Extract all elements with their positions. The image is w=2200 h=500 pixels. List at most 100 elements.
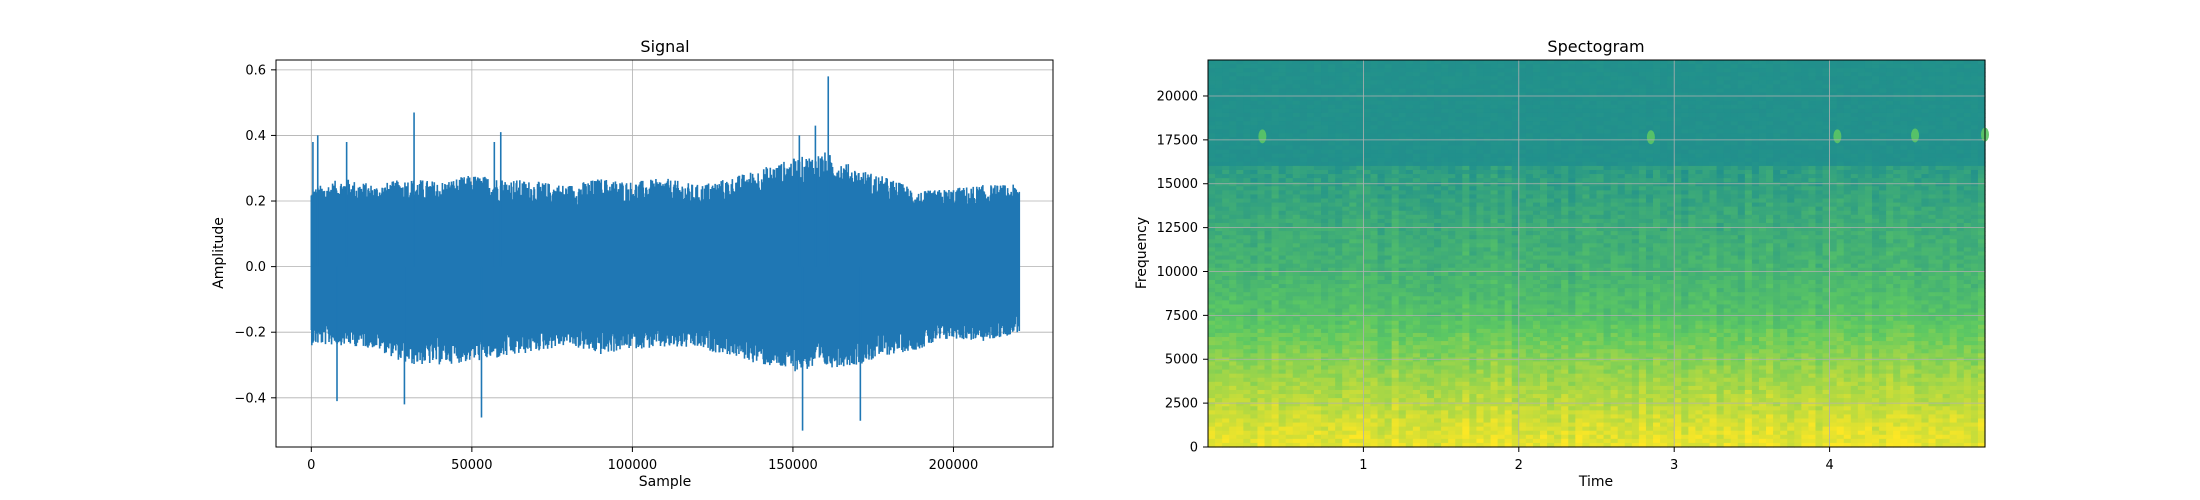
spectrogram-cell — [1624, 133, 1633, 138]
spectrogram-cell — [1434, 121, 1442, 126]
spectrogram-cell — [1850, 190, 1859, 196]
spectrogram-cell — [1215, 84, 1223, 90]
spectrogram-cell — [1539, 145, 1548, 151]
spectrogram-cell — [1970, 112, 1979, 118]
spectrogram-cell — [1928, 68, 1937, 73]
spectrogram-cell — [1822, 149, 1831, 155]
spectrogram-cell — [1476, 239, 1485, 244]
spectrogram-cell — [1751, 80, 1760, 86]
spectrogram-cell — [1208, 145, 1216, 151]
spectrogram-cell — [1970, 76, 1979, 81]
spectrogram-cell — [1744, 96, 1753, 102]
spectrogram-cell — [1426, 202, 1435, 208]
spectrogram-cell — [1653, 214, 1661, 220]
spectrogram-cell — [1589, 141, 1598, 147]
spectrogram-cell — [1977, 72, 1986, 77]
spectrogram-cell — [1532, 68, 1541, 73]
spectrogram-cell — [1907, 92, 1915, 98]
spectrogram-cell — [1921, 64, 1930, 69]
spectrogram-cell — [1285, 88, 1294, 94]
spectrogram-cell — [1850, 100, 1859, 106]
spectrogram-cell — [1766, 202, 1774, 208]
spectrogram-cell — [1208, 104, 1216, 110]
spectrogram-cell — [1511, 80, 1520, 86]
spectrogram-cell — [1434, 194, 1442, 200]
spectrogram-cell — [1575, 108, 1583, 114]
spectrogram-cell — [1236, 117, 1244, 122]
spectrogram-cell — [1822, 141, 1831, 147]
spectrogram-cell — [1871, 235, 1880, 240]
spectrogram-cell — [1518, 129, 1527, 134]
spectrogram-cell — [1497, 72, 1506, 77]
spectrogram-cell — [1709, 165, 1718, 171]
spectrogram-cell — [1843, 84, 1852, 90]
spectrogram-cell — [1935, 178, 1944, 183]
spectrogram-cell — [1928, 161, 1937, 167]
spectrogram-cell — [1384, 198, 1393, 204]
spectrogram-cell — [1638, 80, 1647, 86]
spectrogram-cell — [1780, 198, 1788, 204]
spectrogram-cell — [1928, 194, 1937, 200]
spectrogram-cell — [1780, 84, 1788, 90]
spectrogram-cell — [1766, 129, 1774, 134]
spectrogram-cell — [1617, 84, 1626, 90]
spectrogram-cell — [1653, 92, 1661, 98]
spectrogram-cell — [1653, 169, 1661, 175]
spectrogram-cell — [1893, 206, 1901, 212]
spectrogram-cell — [1335, 174, 1343, 179]
spectrogram-cell — [1426, 96, 1435, 102]
spectrogram-cell — [1236, 182, 1244, 187]
spectrogram-cell — [1335, 190, 1343, 196]
spectrogram-cell — [1356, 153, 1364, 159]
spectrogram-cell — [1914, 96, 1923, 102]
spectrogram-cell — [1730, 133, 1739, 138]
spectrogram-cell — [1822, 235, 1831, 240]
spectrogram-cell — [1278, 125, 1287, 130]
spectrogram-cell — [1299, 161, 1308, 167]
spectrogram-cell — [1674, 100, 1682, 106]
spectrogram-cell — [1928, 72, 1937, 77]
spectrogram-cell — [1476, 121, 1485, 126]
spectrogram-cell — [1886, 72, 1894, 77]
spectrogram-cell — [1349, 68, 1357, 73]
spectrogram-cell — [1688, 72, 1696, 77]
spectrogram-cell — [1497, 96, 1506, 102]
spectrogram-cell — [1730, 206, 1739, 212]
spectrogram-cell — [1794, 157, 1802, 163]
signal-y-tick-label: 0.0 — [245, 260, 266, 275]
spectrogram-cell — [1349, 178, 1357, 183]
spectrogram-cell — [1349, 76, 1357, 81]
spectrogram-cell — [1674, 96, 1682, 102]
spectrogram-cell — [1645, 210, 1654, 216]
spectrogram-cell — [1787, 231, 1795, 236]
spectrogram-cell — [1250, 117, 1259, 122]
spectrogram-cell — [1589, 202, 1598, 208]
spectrogram-cell — [1455, 194, 1463, 200]
spectrogram-cell — [1949, 72, 1958, 77]
spectrogram-cell — [1695, 141, 1704, 147]
spectrogram-cell — [1977, 108, 1986, 114]
spectrogram-cell — [1667, 88, 1675, 94]
spectrogram-cell — [1681, 169, 1689, 175]
spectrogram-cell — [1970, 141, 1979, 147]
spectrogram-cell — [1554, 108, 1562, 114]
spectrogram-cell — [1434, 72, 1442, 77]
spectrogram-cell — [1808, 157, 1817, 163]
spectrogram-cell — [1709, 157, 1718, 163]
spectrogram-cell — [1518, 186, 1527, 191]
spectrogram-cell — [1886, 80, 1894, 86]
spectrogram-cell — [1222, 149, 1230, 155]
spectrogram-cell — [1547, 169, 1555, 175]
spectrogram-cell — [1688, 96, 1696, 102]
spectrogram-cell — [1949, 92, 1958, 98]
spectrogram-cell — [1921, 104, 1930, 110]
spectrogram-cell — [1575, 174, 1583, 179]
spectrogram-cell — [1539, 178, 1548, 183]
spectrogram-cell — [1589, 222, 1598, 228]
spectrogram-cell — [1977, 169, 1986, 175]
spectrogram-cell — [1624, 161, 1633, 167]
spectrogram-cell — [1568, 149, 1576, 155]
spectrogram-cell — [1384, 125, 1393, 130]
spectrogram-cell — [1412, 96, 1421, 102]
spectrogram-cell — [1384, 153, 1393, 159]
